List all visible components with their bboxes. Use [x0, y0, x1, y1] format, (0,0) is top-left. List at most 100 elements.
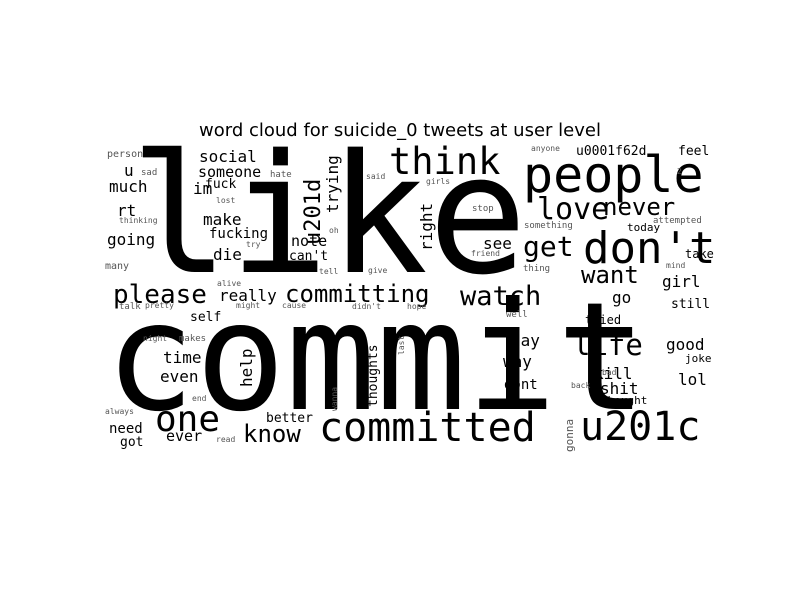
- word-watch: watch: [460, 281, 542, 312]
- word-much: much: [109, 177, 148, 196]
- word-tell: tell: [319, 267, 339, 276]
- word-said: said: [366, 172, 386, 181]
- word-wanna: wanna: [330, 386, 339, 411]
- word-never: never: [603, 193, 676, 221]
- word-cause: cause: [282, 301, 307, 310]
- word-dont-apos: don't: [583, 223, 715, 274]
- word-die: die: [213, 245, 242, 264]
- word-thinking: thinking: [119, 216, 158, 225]
- word-try: try: [246, 240, 261, 249]
- word-didnt: didn't: [352, 302, 381, 311]
- word-better: better: [266, 411, 313, 426]
- word-oh: oh: [329, 226, 339, 235]
- word-life: life: [573, 328, 643, 362]
- word-gonna: gonna: [563, 418, 576, 452]
- word-fuck: fuck: [205, 177, 237, 192]
- word-time: time: [163, 348, 202, 367]
- word-still: still: [671, 297, 711, 312]
- word-got: got: [120, 435, 144, 450]
- word-anyone: anyone: [531, 145, 560, 153]
- word-shit: shit: [600, 379, 639, 398]
- word-end: end: [192, 394, 207, 403]
- word-committing: committing: [285, 280, 430, 308]
- word-cant: can't: [289, 249, 329, 264]
- word-make: make: [203, 210, 242, 229]
- word-people: people: [523, 146, 704, 204]
- word-please: please: [113, 280, 207, 310]
- word-im: im: [193, 179, 213, 198]
- word-friend: friend: [471, 249, 500, 258]
- word-u: u: [124, 161, 134, 180]
- word-committed: committed: [319, 405, 536, 451]
- word-cloud: like commit people think don't love neve…: [105, 145, 715, 455]
- word-day: day: [511, 331, 540, 350]
- word-always: always: [105, 407, 134, 416]
- word-u201c: u201c: [580, 404, 701, 450]
- word-get: get: [523, 230, 574, 263]
- word-girl: girl: [662, 272, 701, 291]
- word-well: well: [506, 310, 528, 320]
- word-take: take: [685, 247, 714, 261]
- word-love: love: [537, 192, 610, 227]
- word-help: help: [237, 348, 256, 387]
- word-say: say: [572, 321, 601, 340]
- word-night: night: [143, 334, 168, 343]
- word-sad: sad: [141, 168, 158, 178]
- word-u0001f62d: u0001f62d: [576, 145, 647, 159]
- word-back: back: [571, 381, 591, 390]
- word-read: read: [216, 435, 236, 444]
- figure-title: word cloud for suicide_0 tweets at user …: [199, 120, 601, 141]
- word-num2: 2: [677, 167, 682, 176]
- word-trying: trying: [323, 155, 342, 213]
- word-thoughts: thoughts: [366, 344, 381, 407]
- word-today: today: [627, 221, 661, 234]
- word-social: social: [199, 147, 257, 166]
- word-girls: girls: [426, 177, 451, 186]
- word-fucking: fucking: [209, 226, 269, 242]
- word-attempted: attempted: [653, 216, 702, 226]
- word-give: give: [368, 266, 388, 275]
- word-way: way: [503, 352, 532, 371]
- word-feel: feel: [678, 145, 710, 159]
- word-thought: thought: [601, 394, 648, 407]
- word-see: see: [483, 234, 512, 253]
- word-self: self: [190, 310, 222, 325]
- word-really: really: [219, 286, 277, 305]
- word-know: know: [243, 420, 301, 448]
- word-right: right: [417, 202, 436, 251]
- word-going: going: [107, 230, 156, 249]
- word-dont: dont: [504, 377, 538, 393]
- word-like: like: [130, 145, 528, 311]
- word-might: might: [236, 301, 261, 310]
- word-good: good: [666, 335, 705, 354]
- word-hate: hate: [270, 170, 292, 180]
- word-bad: bad: [602, 368, 617, 377]
- word-ever: ever: [166, 427, 203, 445]
- word-think: think: [389, 145, 501, 183]
- word-note: note: [291, 232, 328, 250]
- word-stop: stop: [472, 204, 494, 214]
- word-joke: joke: [685, 352, 712, 365]
- word-mind: mind: [666, 261, 686, 270]
- word-go: go: [612, 288, 632, 307]
- word-commit: commit: [105, 271, 647, 445]
- word-lost: lost: [216, 196, 236, 205]
- word-hope: hope: [407, 302, 427, 311]
- word-need: need: [109, 421, 143, 437]
- word-want: want: [581, 261, 639, 289]
- word-alive: alive: [217, 279, 242, 288]
- word-one: one: [155, 399, 221, 440]
- word-rt: rt: [117, 201, 137, 220]
- word-someone: someone: [198, 163, 262, 181]
- word-tried: tried: [585, 313, 622, 327]
- word-pretty: pretty: [145, 301, 174, 310]
- word-person: person: [107, 149, 144, 160]
- word-lol: lol: [678, 370, 707, 389]
- word-makes: makes: [179, 334, 207, 344]
- word-last: last: [397, 335, 406, 355]
- word-talk: talk: [119, 302, 141, 312]
- word-something: something: [524, 221, 573, 231]
- word-thing: thing: [523, 264, 551, 274]
- word-even: even: [160, 367, 199, 386]
